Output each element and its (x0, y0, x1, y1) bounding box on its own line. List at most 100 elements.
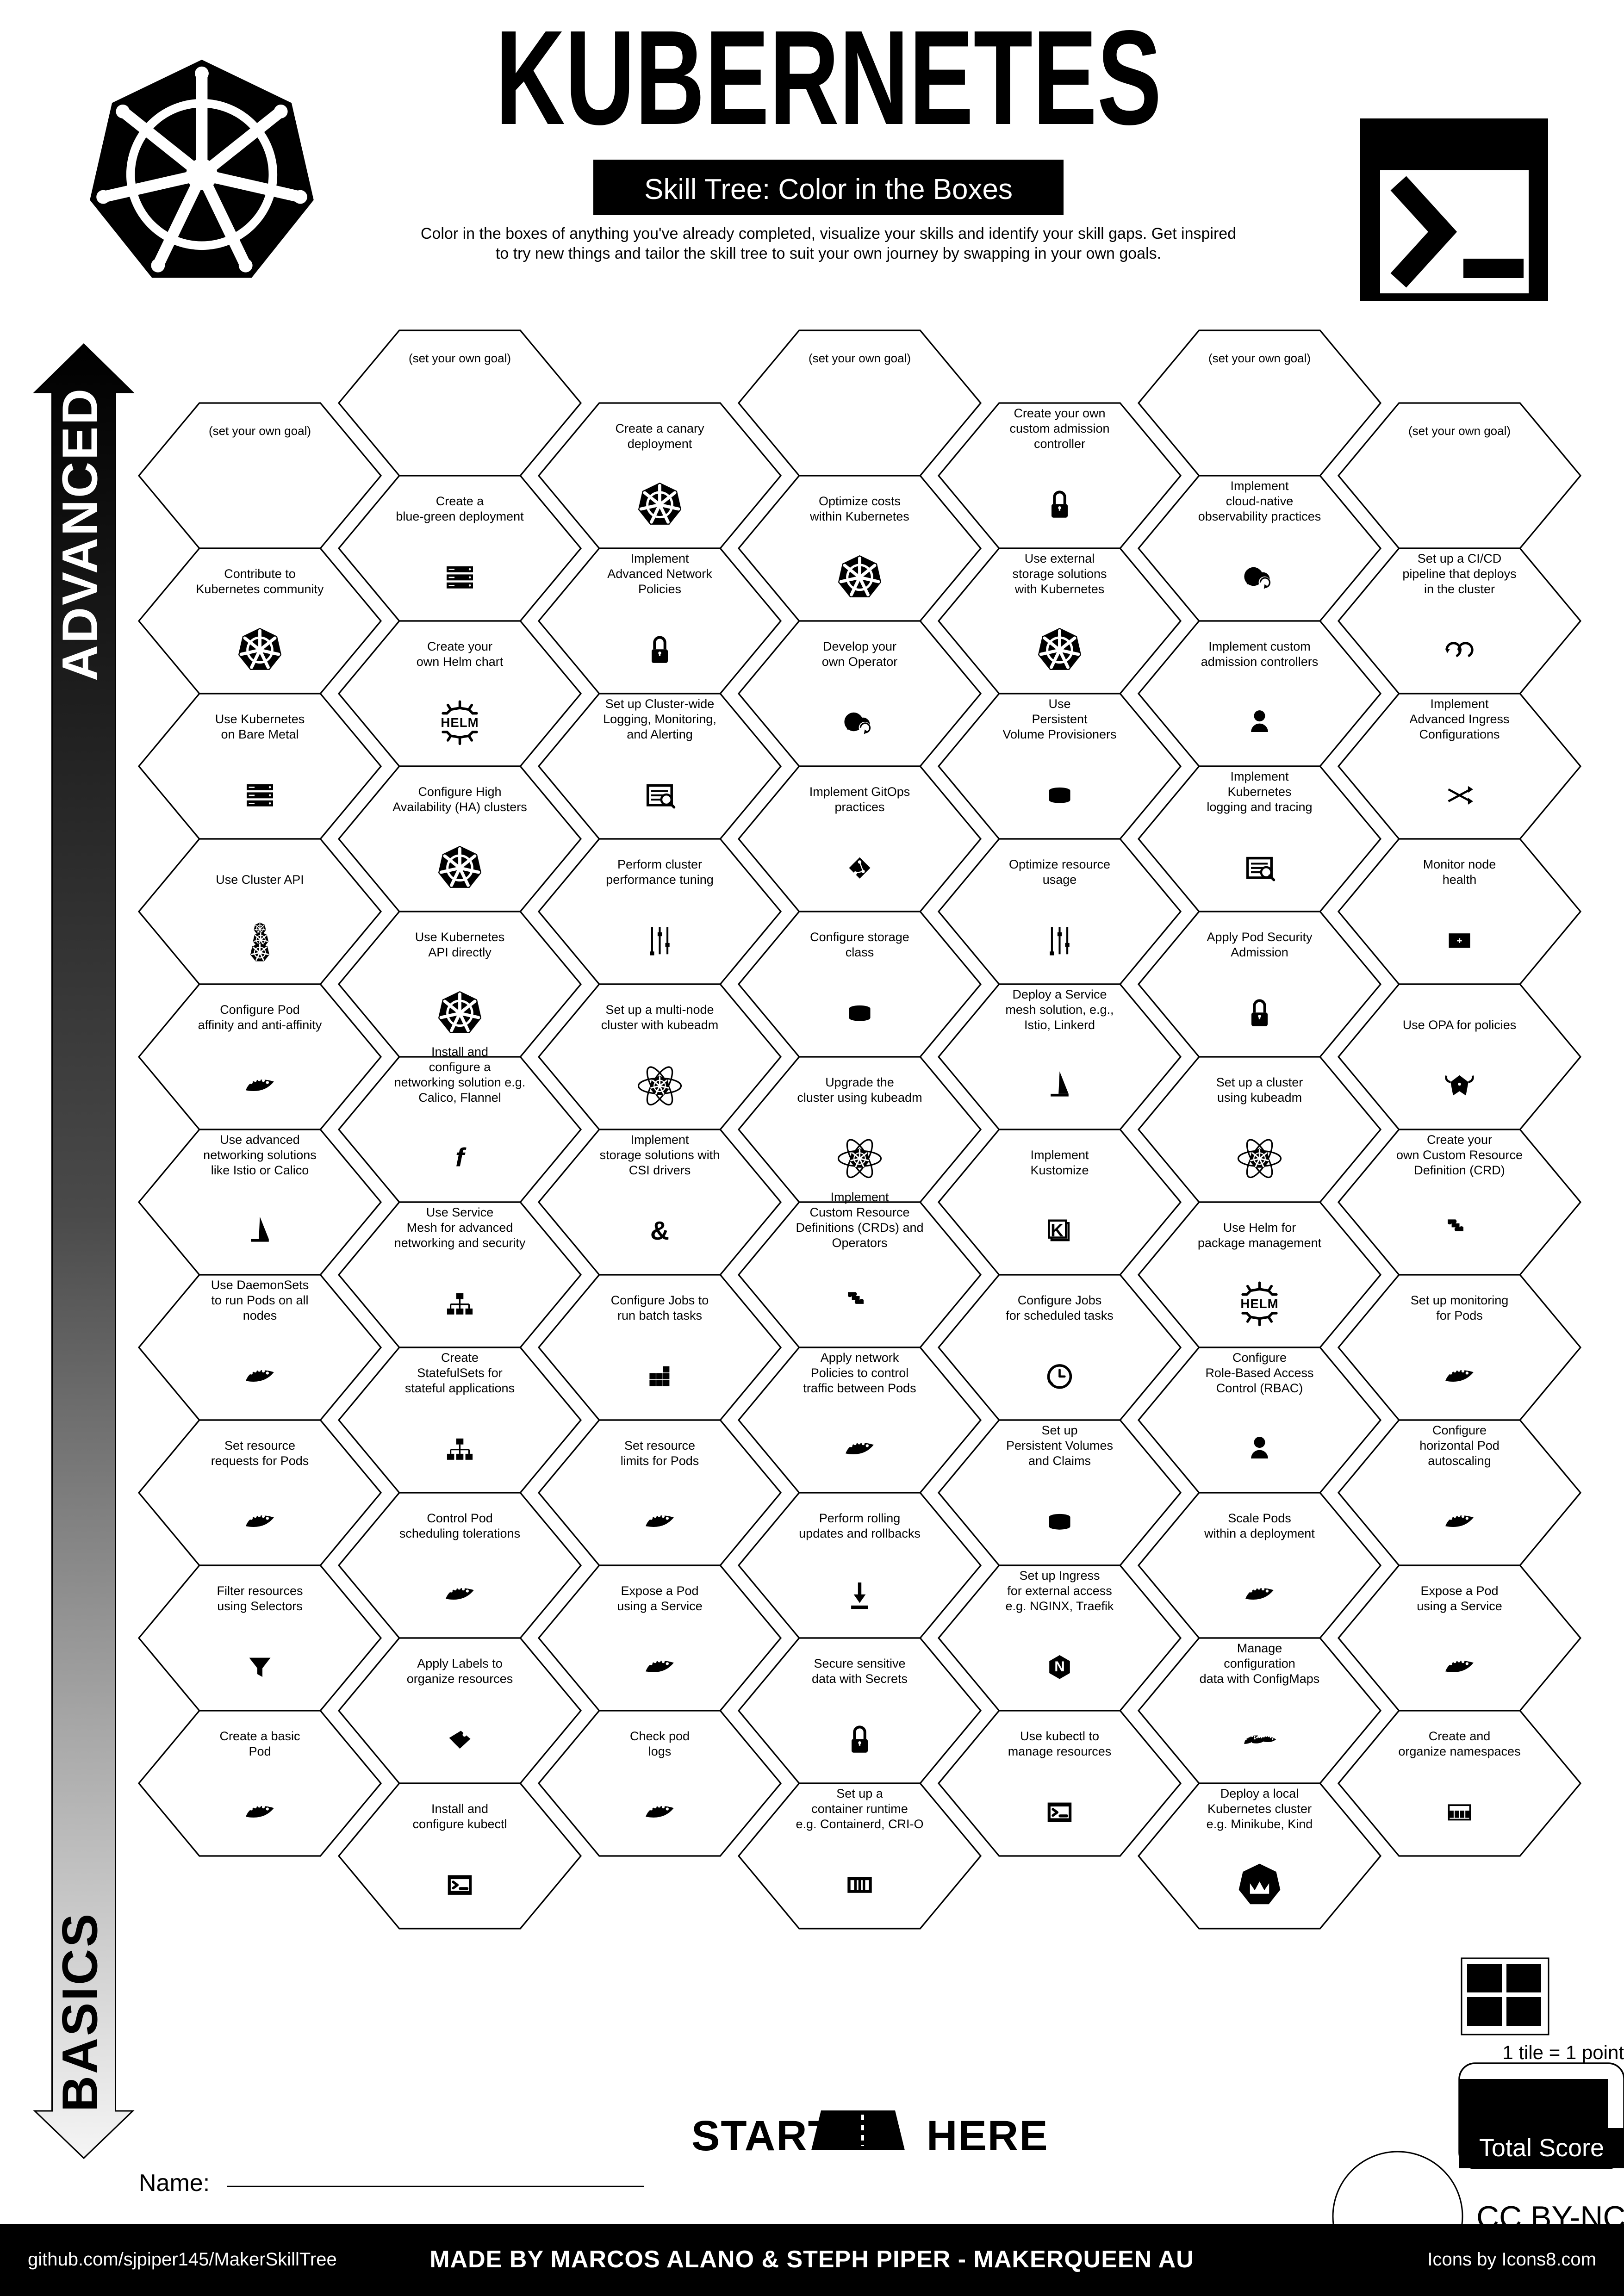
svg-text:Set up a: Set up a (836, 1787, 884, 1800)
svg-text:organize namespaces: organize namespaces (1398, 1744, 1520, 1758)
svg-text:Expose a Pod: Expose a Pod (621, 1584, 698, 1598)
svg-text:Definitions (CRDs) and: Definitions (CRDs) and (796, 1221, 923, 1235)
svg-text:Upgrade the: Upgrade the (825, 1075, 894, 1089)
svg-text:&: & (650, 1216, 669, 1246)
svg-text:custom admission: custom admission (1009, 422, 1109, 435)
svg-text:stateful applications: stateful applications (405, 1381, 515, 1395)
svg-text:HERE: HERE (927, 2112, 1049, 2159)
svg-text:cloud-native: cloud-native (1226, 494, 1294, 508)
svg-text:Implement: Implement (1430, 697, 1489, 711)
svg-text:on Bare Metal: on Bare Metal (221, 727, 299, 741)
svg-text:using a Service: using a Service (1417, 1599, 1502, 1613)
svg-text:Operators: Operators (832, 1236, 887, 1250)
svg-text:Contribute to: Contribute to (224, 567, 296, 581)
svg-text:networking solution e.g.: networking solution e.g. (394, 1075, 526, 1089)
svg-text:Implement custom: Implement custom (1208, 639, 1311, 653)
svg-text:MADE BY MARCOS ALANO & STEPH P: MADE BY MARCOS ALANO & STEPH PIPER - MAK… (429, 2246, 1194, 2273)
svg-text:Set resource: Set resource (224, 1439, 295, 1452)
svg-text:Name:: Name: (139, 2170, 210, 2197)
svg-text:Manage: Manage (1237, 1641, 1282, 1655)
svg-text:Use Kubernetes: Use Kubernetes (415, 930, 505, 944)
svg-text:blue-green deployment: blue-green deployment (396, 509, 524, 523)
svg-text:Volume Provisioners: Volume Provisioners (1002, 727, 1116, 741)
svg-text:Configurations: Configurations (1419, 727, 1500, 741)
svg-text:Scale Pods: Scale Pods (1228, 1511, 1291, 1525)
svg-text:with Kubernetes: with Kubernetes (1014, 582, 1105, 596)
svg-text:Set up monitoring: Set up monitoring (1411, 1293, 1509, 1307)
svg-text:Role-Based Access: Role-Based Access (1205, 1366, 1313, 1380)
svg-text:Set up Cluster-wide: Set up Cluster-wide (605, 697, 715, 711)
svg-text:Optimize resource: Optimize resource (1009, 857, 1110, 871)
svg-text:package management: package management (1198, 1236, 1322, 1250)
svg-text:Use Cluster API: Use Cluster API (216, 873, 304, 887)
svg-text:own Helm chart: own Helm chart (417, 655, 504, 669)
svg-text:Definition (CRD): Definition (CRD) (1414, 1163, 1505, 1177)
svg-text:using Selectors: using Selectors (217, 1599, 303, 1613)
svg-text:(set your own goal): (set your own goal) (1208, 351, 1311, 365)
svg-text:Use DaemonSets: Use DaemonSets (211, 1278, 309, 1292)
svg-text:ADVANCED: ADVANCED (52, 387, 108, 681)
svg-text:Set up a multi-node: Set up a multi-node (605, 1003, 714, 1017)
svg-text:API directly: API directly (428, 945, 492, 959)
svg-text:admission controllers: admission controllers (1201, 655, 1319, 669)
svg-text:networking and security: networking and security (394, 1236, 526, 1250)
svg-text:pipeline that deploys: pipeline that deploys (1402, 567, 1516, 581)
svg-text:Use Kubernetes: Use Kubernetes (215, 712, 305, 726)
svg-text:Advanced Network: Advanced Network (607, 567, 712, 581)
svg-text:controller: controller (1034, 437, 1085, 451)
svg-text:performance tuning: performance tuning (606, 873, 714, 887)
svg-text:Configure High: Configure High (418, 785, 501, 799)
svg-text:data with ConfigMaps: data with ConfigMaps (1200, 1672, 1320, 1686)
svg-text:Logging, Monitoring,: Logging, Monitoring, (603, 712, 716, 726)
svg-text:Configure: Configure (1232, 1351, 1287, 1365)
svg-text:Create your own: Create your own (1014, 406, 1105, 420)
svg-text:Kubernetes cluster: Kubernetes cluster (1207, 1802, 1312, 1816)
svg-text:in the cluster: in the cluster (1424, 582, 1495, 596)
svg-text:Set up: Set up (1041, 1423, 1077, 1437)
svg-text:Apply network: Apply network (821, 1351, 899, 1365)
svg-text:for scheduled tasks: for scheduled tasks (1006, 1309, 1114, 1322)
svg-text:Configure Jobs to: Configure Jobs to (611, 1293, 709, 1307)
svg-text:Implement: Implement (1230, 769, 1289, 783)
svg-text:networking solutions: networking solutions (203, 1148, 317, 1162)
svg-text:Apply Labels to: Apply Labels to (417, 1657, 503, 1670)
svg-text:Control (RBAC): Control (RBAC) (1216, 1381, 1303, 1395)
svg-text:Use: Use (1048, 697, 1070, 711)
svg-text:Istio, Linkerd: Istio, Linkerd (1024, 1018, 1095, 1032)
svg-text:Persistent Volumes: Persistent Volumes (1006, 1439, 1113, 1452)
svg-text:Apply Pod Security: Apply Pod Security (1207, 930, 1313, 944)
svg-text:Configure Pod: Configure Pod (220, 1003, 300, 1017)
svg-text:Implement: Implement (830, 1190, 889, 1204)
svg-text:like Istio or Calico: like Istio or Calico (211, 1163, 309, 1177)
svg-text:Expose a Pod: Expose a Pod (1420, 1584, 1498, 1598)
svg-text:autoscaling: autoscaling (1428, 1454, 1491, 1468)
svg-text:configuration: configuration (1224, 1657, 1295, 1670)
svg-text:Develop your: Develop your (823, 639, 896, 653)
svg-text:practices: practices (834, 800, 884, 814)
svg-text:Color in the boxes of anything: Color in the boxes of anything you've al… (421, 225, 1236, 242)
svg-text:Set resource: Set resource (624, 1439, 695, 1452)
svg-text:Configure: Configure (1432, 1423, 1487, 1437)
svg-text:Set up a CI/CD: Set up a CI/CD (1418, 552, 1502, 565)
svg-text:e.g. Minikube, Kind: e.g. Minikube, Kind (1207, 1817, 1313, 1831)
svg-text:mesh solution, e.g.,: mesh solution, e.g., (1005, 1003, 1114, 1017)
svg-text:own Operator: own Operator (822, 655, 898, 669)
svg-text:within Kubernetes: within Kubernetes (809, 509, 909, 523)
svg-text:Optimize costs: Optimize costs (819, 494, 901, 508)
svg-text:horizontal Pod: horizontal Pod (1419, 1439, 1500, 1452)
svg-text:Policies: Policies (638, 582, 681, 596)
svg-text:Persistent: Persistent (1032, 712, 1088, 726)
svg-text:Implement: Implement (630, 552, 689, 565)
svg-text:configure a: configure a (429, 1060, 492, 1074)
svg-text:Secure sensitive: Secure sensitive (814, 1657, 905, 1670)
svg-text:organize resources: organize resources (407, 1672, 513, 1686)
svg-text:Use advanced: Use advanced (220, 1133, 300, 1147)
svg-text:Deploy a local: Deploy a local (1220, 1787, 1299, 1800)
svg-text:nodes: nodes (243, 1309, 277, 1322)
svg-text:own Custom Resource: own Custom Resource (1396, 1148, 1523, 1162)
svg-text:HELM: HELM (441, 715, 479, 730)
svg-text:to run Pods on all: to run Pods on all (211, 1293, 308, 1307)
svg-text:Install and: Install and (431, 1802, 488, 1816)
svg-text:Create your: Create your (1427, 1133, 1492, 1147)
svg-text:using kubeadm: using kubeadm (1217, 1091, 1302, 1105)
